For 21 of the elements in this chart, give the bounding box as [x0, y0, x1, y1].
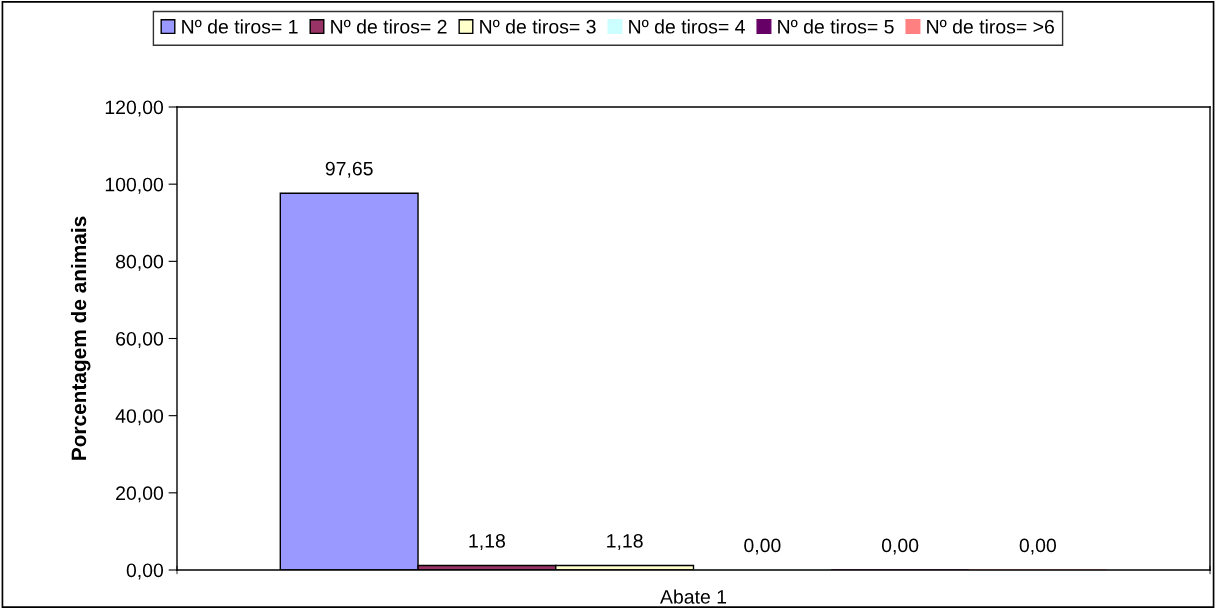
legend-label: Nº de tiros= 2	[331, 19, 447, 34]
data-label: 0,00	[881, 538, 919, 555]
data-label: 1,18	[607, 533, 643, 551]
y-tick-label: 100,00	[105, 177, 164, 194]
data-label: 0,00	[1019, 538, 1056, 555]
y-tick-label: 80,00	[116, 254, 164, 271]
x-tick-label: Abate 1	[660, 589, 727, 604]
y-axis-title: Porcentagem de animais	[70, 216, 91, 460]
data-label: 97,65	[325, 161, 373, 178]
legend-label: Nº de tiros= 1	[182, 19, 298, 34]
legend-label: Nº de tiros= 4	[629, 19, 745, 34]
y-tick-label: 120,00	[105, 100, 164, 117]
y-tick-label: 40,00	[115, 409, 164, 426]
legend-label: Nº de tiros= >6	[927, 19, 1054, 34]
y-tick-label: 60,00	[116, 331, 164, 349]
data-label: 0,00	[744, 538, 781, 555]
legend-label: Nº de tiros= 5	[778, 19, 894, 34]
y-tick-label: 20,00	[116, 486, 164, 503]
data-label: 1,18	[469, 533, 505, 551]
y-tick-label: 0,00	[126, 563, 164, 580]
legend-label: Nº de tiros= 3	[480, 19, 596, 34]
